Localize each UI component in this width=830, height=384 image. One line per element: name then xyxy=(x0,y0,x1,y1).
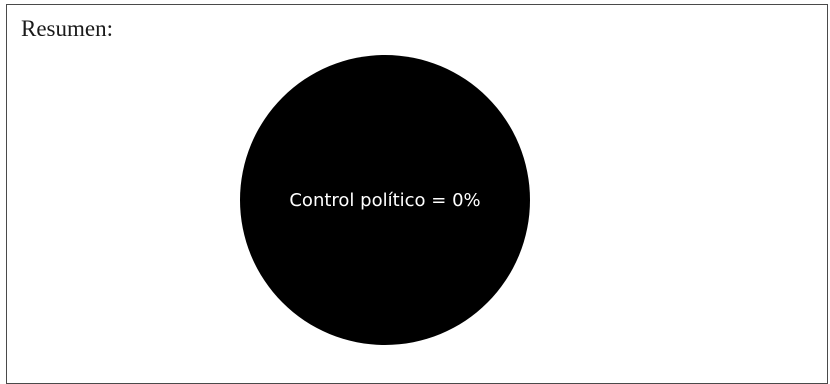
summary-heading: Resumen: xyxy=(21,16,113,41)
pie-labels: Control político = 0% xyxy=(289,190,480,211)
pie-slice-label: Control político = 0% xyxy=(289,190,480,211)
pie-slices xyxy=(240,55,530,345)
pie-slice xyxy=(240,55,530,345)
